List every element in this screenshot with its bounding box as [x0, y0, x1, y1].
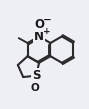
Text: +: + — [43, 27, 50, 36]
Text: O: O — [34, 18, 44, 31]
Text: −: − — [43, 15, 52, 25]
Text: S: S — [32, 69, 41, 82]
Text: O: O — [30, 83, 39, 93]
Text: N: N — [34, 30, 44, 43]
